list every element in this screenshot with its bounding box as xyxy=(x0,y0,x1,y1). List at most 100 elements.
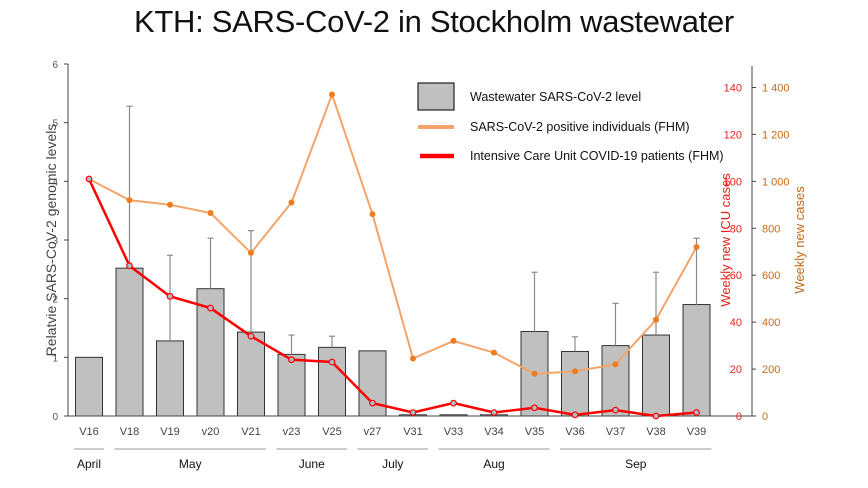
left-tick-label: 1 xyxy=(52,353,58,364)
cases-tick-label: 600 xyxy=(762,270,780,282)
icu-point-V35 xyxy=(531,404,538,412)
labels-group: Relatvie SARS-CoV-2 genomic levels Weekly… xyxy=(43,124,807,471)
bar-V19 xyxy=(156,340,184,417)
cases-tick-label: 1 400 xyxy=(762,82,790,94)
x-tick-label: V34 xyxy=(484,426,504,438)
icu-tick-label: 120 xyxy=(724,129,742,141)
bar-V21 xyxy=(237,331,265,417)
cases-point-V25 xyxy=(329,91,335,98)
cases-point-V35 xyxy=(531,370,538,377)
left-tick-label: 2 xyxy=(52,295,58,306)
month-label-June: June xyxy=(299,457,325,471)
icu-point-V31 xyxy=(409,409,417,416)
icu-point-v27 xyxy=(369,399,376,407)
left-tick-label: 0 xyxy=(52,412,58,423)
icu-tick-label: 40 xyxy=(730,317,742,329)
x-tick-label: v20 xyxy=(202,426,220,438)
cases-point-V39 xyxy=(693,244,700,251)
x-tick-label: v23 xyxy=(283,426,301,438)
cases-tick-label: 1 200 xyxy=(762,129,790,141)
cases-tick-label: 200 xyxy=(762,364,780,376)
x-tick-label: v27 xyxy=(364,426,382,438)
cases-point-v23 xyxy=(288,199,295,206)
icu-point-V16 xyxy=(85,175,93,183)
icu-tick-label: 100 xyxy=(724,176,742,188)
icu-tick-label: 60 xyxy=(730,270,742,282)
x-tick-label: V33 xyxy=(444,426,464,438)
cases-point-v27 xyxy=(369,211,376,218)
x-tick-label: V21 xyxy=(241,426,261,438)
cases-tick-label: 1 000 xyxy=(762,176,790,188)
icu-line xyxy=(87,178,697,418)
icu-point-V19 xyxy=(166,292,174,300)
cases-point-V34 xyxy=(491,349,497,356)
lines-group xyxy=(85,91,700,420)
cases-axis-title: Weekly new cases xyxy=(792,186,807,294)
x-tick-label: V25 xyxy=(322,426,342,438)
bar-V18 xyxy=(115,267,144,417)
month-label-July: July xyxy=(382,457,403,471)
cases-point-V33 xyxy=(450,337,457,344)
cases-point-v20 xyxy=(207,210,214,217)
month-label-Sep: Sep xyxy=(625,457,647,471)
icu-point-V21 xyxy=(247,332,255,340)
icu-point-V34 xyxy=(490,409,498,416)
chart-title: KTH: SARS-CoV-2 in Stockholm wastewater xyxy=(134,4,734,39)
error-bars-group xyxy=(126,105,700,355)
x-tick-label: V39 xyxy=(687,426,707,438)
cases-tick-label: 800 xyxy=(762,223,780,235)
x-tick-label: V38 xyxy=(646,426,666,438)
cases-point-V21 xyxy=(248,249,254,256)
icu-point-V39 xyxy=(693,409,700,416)
bar-V39 xyxy=(682,304,711,417)
left-axis-title: Relatvie SARS-CoV-2 genomic levels xyxy=(43,124,59,357)
cases-tick-label: 0 xyxy=(762,411,768,423)
left-tick-label: 6 xyxy=(52,60,58,71)
icu-point-V25 xyxy=(328,358,336,366)
x-tick-label: V18 xyxy=(120,426,140,438)
bars-group xyxy=(75,267,711,417)
month-label-April: April xyxy=(77,457,101,471)
bar-V38 xyxy=(642,334,670,417)
left-tick-label: 4 xyxy=(52,177,58,188)
cases-point-V38 xyxy=(653,316,659,323)
icu-point-v20 xyxy=(207,304,214,312)
cases-point-V37 xyxy=(612,361,619,368)
icu-tick-label: 0 xyxy=(736,411,742,423)
legend: Wastewater SARS-CoV-2 level SARS-CoV-2 po… xyxy=(417,82,724,163)
cases-point-V31 xyxy=(410,355,416,362)
icu-point-V36 xyxy=(571,411,579,419)
icu-tick-label: 80 xyxy=(730,223,742,235)
icu-axis-title: Weekly new ICU cases xyxy=(718,173,733,307)
bar-V16 xyxy=(75,356,103,417)
axes-group: 012345602040608010012014002004006008001 … xyxy=(52,60,789,423)
icu-point-v23 xyxy=(288,356,295,364)
cases-tick-label: 400 xyxy=(762,317,780,329)
x-tick-label: V31 xyxy=(403,426,423,438)
bar-v23 xyxy=(277,353,306,417)
icu-point-V37 xyxy=(612,406,619,414)
x-tick-label: V16 xyxy=(79,426,99,438)
x-tick-label: V36 xyxy=(565,426,585,438)
icu-tick-label: 140 xyxy=(724,82,742,94)
legend-swatch-bar xyxy=(417,82,455,111)
legend-label-cases: SARS-CoV-2 positive individuals (FHM) xyxy=(470,120,690,134)
x-tick-label: V19 xyxy=(160,426,180,438)
left-tick-label: 3 xyxy=(52,236,58,247)
month-label-Aug: Aug xyxy=(483,457,504,471)
month-label-May: May xyxy=(179,457,202,471)
x-tick-label: V37 xyxy=(606,426,626,438)
cases-point-V18 xyxy=(126,197,133,204)
icu-point-V38 xyxy=(652,412,660,420)
cases-line xyxy=(88,91,698,375)
x-tick-label: V35 xyxy=(525,426,545,438)
icu-tick-label: 20 xyxy=(730,364,742,376)
legend-label-icu: Intensive Care Unit COVID-19 patients (F… xyxy=(470,149,724,163)
left-tick-label: 5 xyxy=(52,119,58,130)
icu-point-V18 xyxy=(126,262,133,270)
bar-V36 xyxy=(561,350,589,417)
cases-point-V36 xyxy=(572,368,578,375)
icu-point-V33 xyxy=(450,399,457,407)
